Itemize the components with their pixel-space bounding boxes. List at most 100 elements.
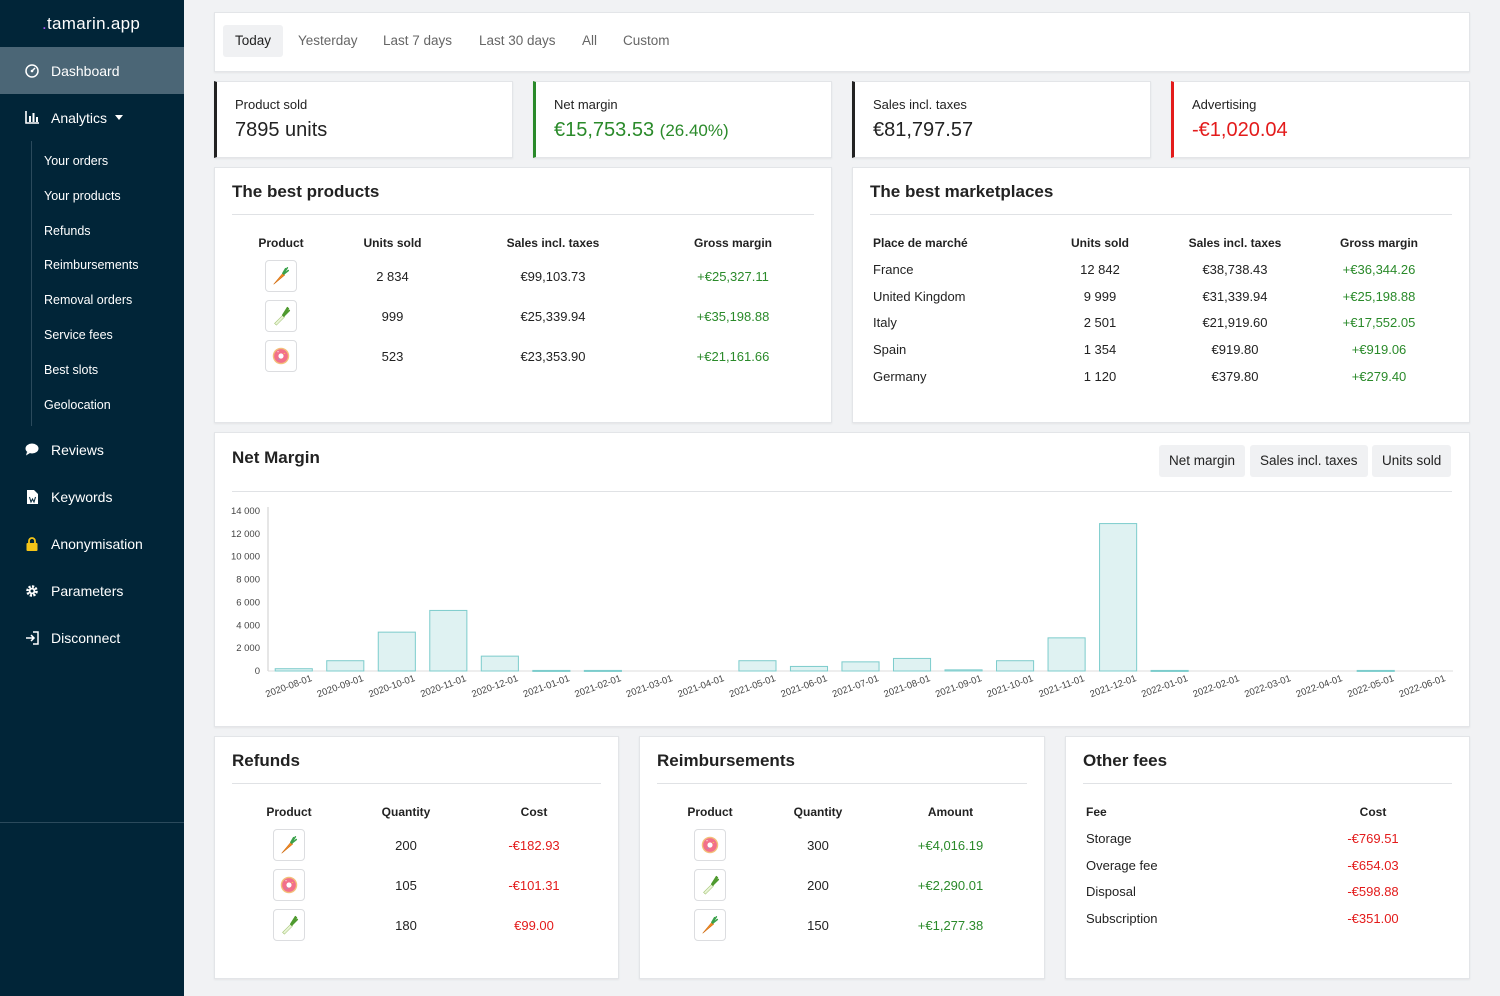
margin-cell: +€21,161.66 bbox=[696, 348, 770, 364]
tab-today[interactable]: Today bbox=[223, 25, 284, 57]
table-row[interactable]: Overage fee -€654.03 bbox=[1083, 852, 1453, 879]
chart-bar[interactable] bbox=[532, 669, 571, 672]
chart-bar[interactable] bbox=[789, 665, 829, 672]
units-cell: 12 842 bbox=[1080, 261, 1120, 277]
chart-bar[interactable] bbox=[326, 660, 365, 672]
place-cell: United Kingdom bbox=[873, 288, 966, 304]
table-row[interactable]: France 12 842 €38,738.43 +€36,344.26 bbox=[870, 256, 1453, 283]
col-quantity: Quantity bbox=[381, 805, 431, 819]
x-tick-label: 2021-02-01 bbox=[573, 673, 622, 700]
col-amount: Amount bbox=[927, 805, 974, 819]
x-tick-label: 2021-03-01 bbox=[625, 673, 674, 700]
tab-yesterday[interactable]: Yesterday bbox=[298, 33, 358, 48]
table-row[interactable]: 300 +€4,016.19 bbox=[657, 825, 1028, 865]
x-tick-label: 2022-06-01 bbox=[1398, 673, 1447, 700]
net-margin-button[interactable]: Net margin bbox=[1159, 445, 1246, 477]
nav-anonymisation[interactable]: Anonymisation bbox=[0, 520, 184, 567]
stat-net-margin: Net margin €15,753.53 (26.40%) bbox=[533, 81, 832, 158]
chart-bar[interactable] bbox=[738, 660, 777, 672]
tab-last-7-days[interactable]: Last 7 days bbox=[383, 33, 453, 48]
table-row[interactable]: 150 +€1,277.38 bbox=[657, 905, 1028, 945]
donut-icon bbox=[265, 340, 297, 372]
dashboard-icon bbox=[24, 63, 40, 79]
table-row[interactable]: Storage -€769.51 bbox=[1083, 825, 1453, 852]
table-row[interactable]: Italy 2 501 €21,919.60 +€17,552.05 bbox=[870, 310, 1453, 337]
margin-cell: +€279.40 bbox=[1351, 369, 1407, 385]
subnav-removal-orders[interactable]: Removal orders bbox=[44, 293, 133, 308]
logo-text: tamarin.app bbox=[47, 14, 141, 33]
tab-all[interactable]: All bbox=[582, 33, 598, 48]
divider bbox=[232, 214, 814, 215]
logout-icon bbox=[24, 630, 40, 646]
nav-disconnect[interactable]: Disconnect bbox=[0, 614, 184, 661]
table-row[interactable]: 2 834 €99,103.73 +€25,327.11 bbox=[232, 256, 815, 296]
margin-cell: +€35,198.88 bbox=[696, 308, 770, 324]
chart-bar[interactable] bbox=[1150, 669, 1189, 672]
stat-label: Net margin bbox=[554, 97, 618, 112]
col-fee: Fee bbox=[1086, 805, 1107, 819]
best-marketplaces-card: The best marketplaces Place de marché Un… bbox=[852, 167, 1470, 423]
x-tick-label: 2022-05-01 bbox=[1346, 673, 1395, 700]
nav-reviews[interactable]: Reviews bbox=[0, 426, 184, 473]
y-tick-label: 0 bbox=[255, 666, 260, 677]
table-row[interactable]: Disposal -€598.88 bbox=[1083, 879, 1453, 906]
table-row[interactable]: 200 -€182.93 bbox=[232, 825, 602, 865]
chart-bar[interactable] bbox=[841, 661, 880, 672]
nav-analytics[interactable]: Analytics bbox=[0, 94, 184, 141]
sales-button[interactable]: Sales incl. taxes bbox=[1250, 445, 1368, 477]
subnav-geolocation[interactable]: Geolocation bbox=[44, 397, 111, 412]
chart-bar[interactable] bbox=[583, 669, 622, 672]
chart-bar[interactable] bbox=[480, 655, 519, 672]
subnav-best-slots[interactable]: Best slots bbox=[44, 362, 99, 377]
chart-bar[interactable] bbox=[996, 660, 1035, 672]
subnav-reimbursements[interactable]: Reimbursements bbox=[44, 258, 139, 273]
stat-advertising: Advertising -€1,020.04 bbox=[1171, 81, 1470, 158]
units-cell: 2 834 bbox=[376, 268, 409, 284]
carrot-icon bbox=[694, 909, 726, 941]
chart-bar[interactable] bbox=[1356, 669, 1395, 672]
chart-bar[interactable] bbox=[1099, 523, 1138, 672]
chart-bar[interactable] bbox=[1047, 637, 1086, 672]
units-sold-button[interactable]: Units sold bbox=[1372, 445, 1452, 477]
qty-cell: 300 bbox=[807, 837, 829, 853]
nav-keywords[interactable]: Keywords bbox=[0, 473, 184, 520]
y-tick-label: 14 000 bbox=[231, 506, 260, 517]
tab-custom[interactable]: Custom bbox=[623, 33, 670, 48]
place-cell: Germany bbox=[873, 369, 927, 385]
tab-last-30-days[interactable]: Last 30 days bbox=[479, 33, 556, 48]
chart-bar[interactable] bbox=[944, 669, 983, 672]
col-product: Product bbox=[266, 805, 312, 819]
table-row[interactable]: 523 €23,353.90 +€21,161.66 bbox=[232, 336, 815, 376]
nav-dashboard[interactable]: Dashboard bbox=[0, 47, 184, 94]
table-row[interactable]: United Kingdom 9 999 €31,339.94 +€25,198… bbox=[870, 283, 1453, 310]
fee-cell: Overage fee bbox=[1086, 857, 1158, 873]
subnav-service-fees[interactable]: Service fees bbox=[44, 327, 113, 342]
chart-bar[interactable] bbox=[274, 668, 313, 672]
units-cell: 523 bbox=[381, 348, 404, 364]
table-row[interactable]: 180 €99.00 bbox=[232, 905, 602, 945]
subnav-your-products[interactable]: Your products bbox=[44, 188, 121, 203]
chart-bar[interactable] bbox=[377, 631, 416, 672]
subnav-your-orders[interactable]: Your orders bbox=[44, 154, 109, 168]
table-row[interactable]: 200 +€2,290.01 bbox=[657, 865, 1028, 905]
subnav-refunds[interactable]: Refunds bbox=[44, 223, 91, 238]
chart-bar[interactable] bbox=[892, 657, 932, 672]
nav-keywords-label: Keywords bbox=[51, 488, 113, 505]
chart-bar[interactable] bbox=[429, 609, 468, 672]
stat-label: Product sold bbox=[235, 97, 308, 112]
app-logo[interactable]: .tamarin.app bbox=[0, 0, 184, 47]
table-row[interactable]: Subscription -€351.00 bbox=[1083, 905, 1453, 932]
table-row[interactable]: Germany 1 120 €379.80 +€279.40 bbox=[870, 363, 1453, 390]
donut-icon bbox=[273, 869, 305, 901]
nav-parameters[interactable]: Parameters bbox=[0, 567, 184, 614]
y-tick-label: 12 000 bbox=[231, 529, 260, 540]
margin-cell: +€25,198.88 bbox=[1342, 288, 1416, 304]
cost-cell: €99.00 bbox=[514, 917, 554, 933]
margin-cell: +€36,344.26 bbox=[1342, 261, 1416, 277]
x-tick-label: 2022-02-01 bbox=[1192, 673, 1241, 700]
speech-bubble-icon bbox=[24, 442, 40, 458]
table-row[interactable]: Spain 1 354 €919.80 +€919.06 bbox=[870, 336, 1453, 363]
table-row[interactable]: 999 €25,339.94 +€35,198.88 bbox=[232, 296, 815, 336]
stat-product-sold: Product sold 7895 units bbox=[214, 81, 513, 158]
table-row[interactable]: 105 -€101.31 bbox=[232, 865, 602, 905]
